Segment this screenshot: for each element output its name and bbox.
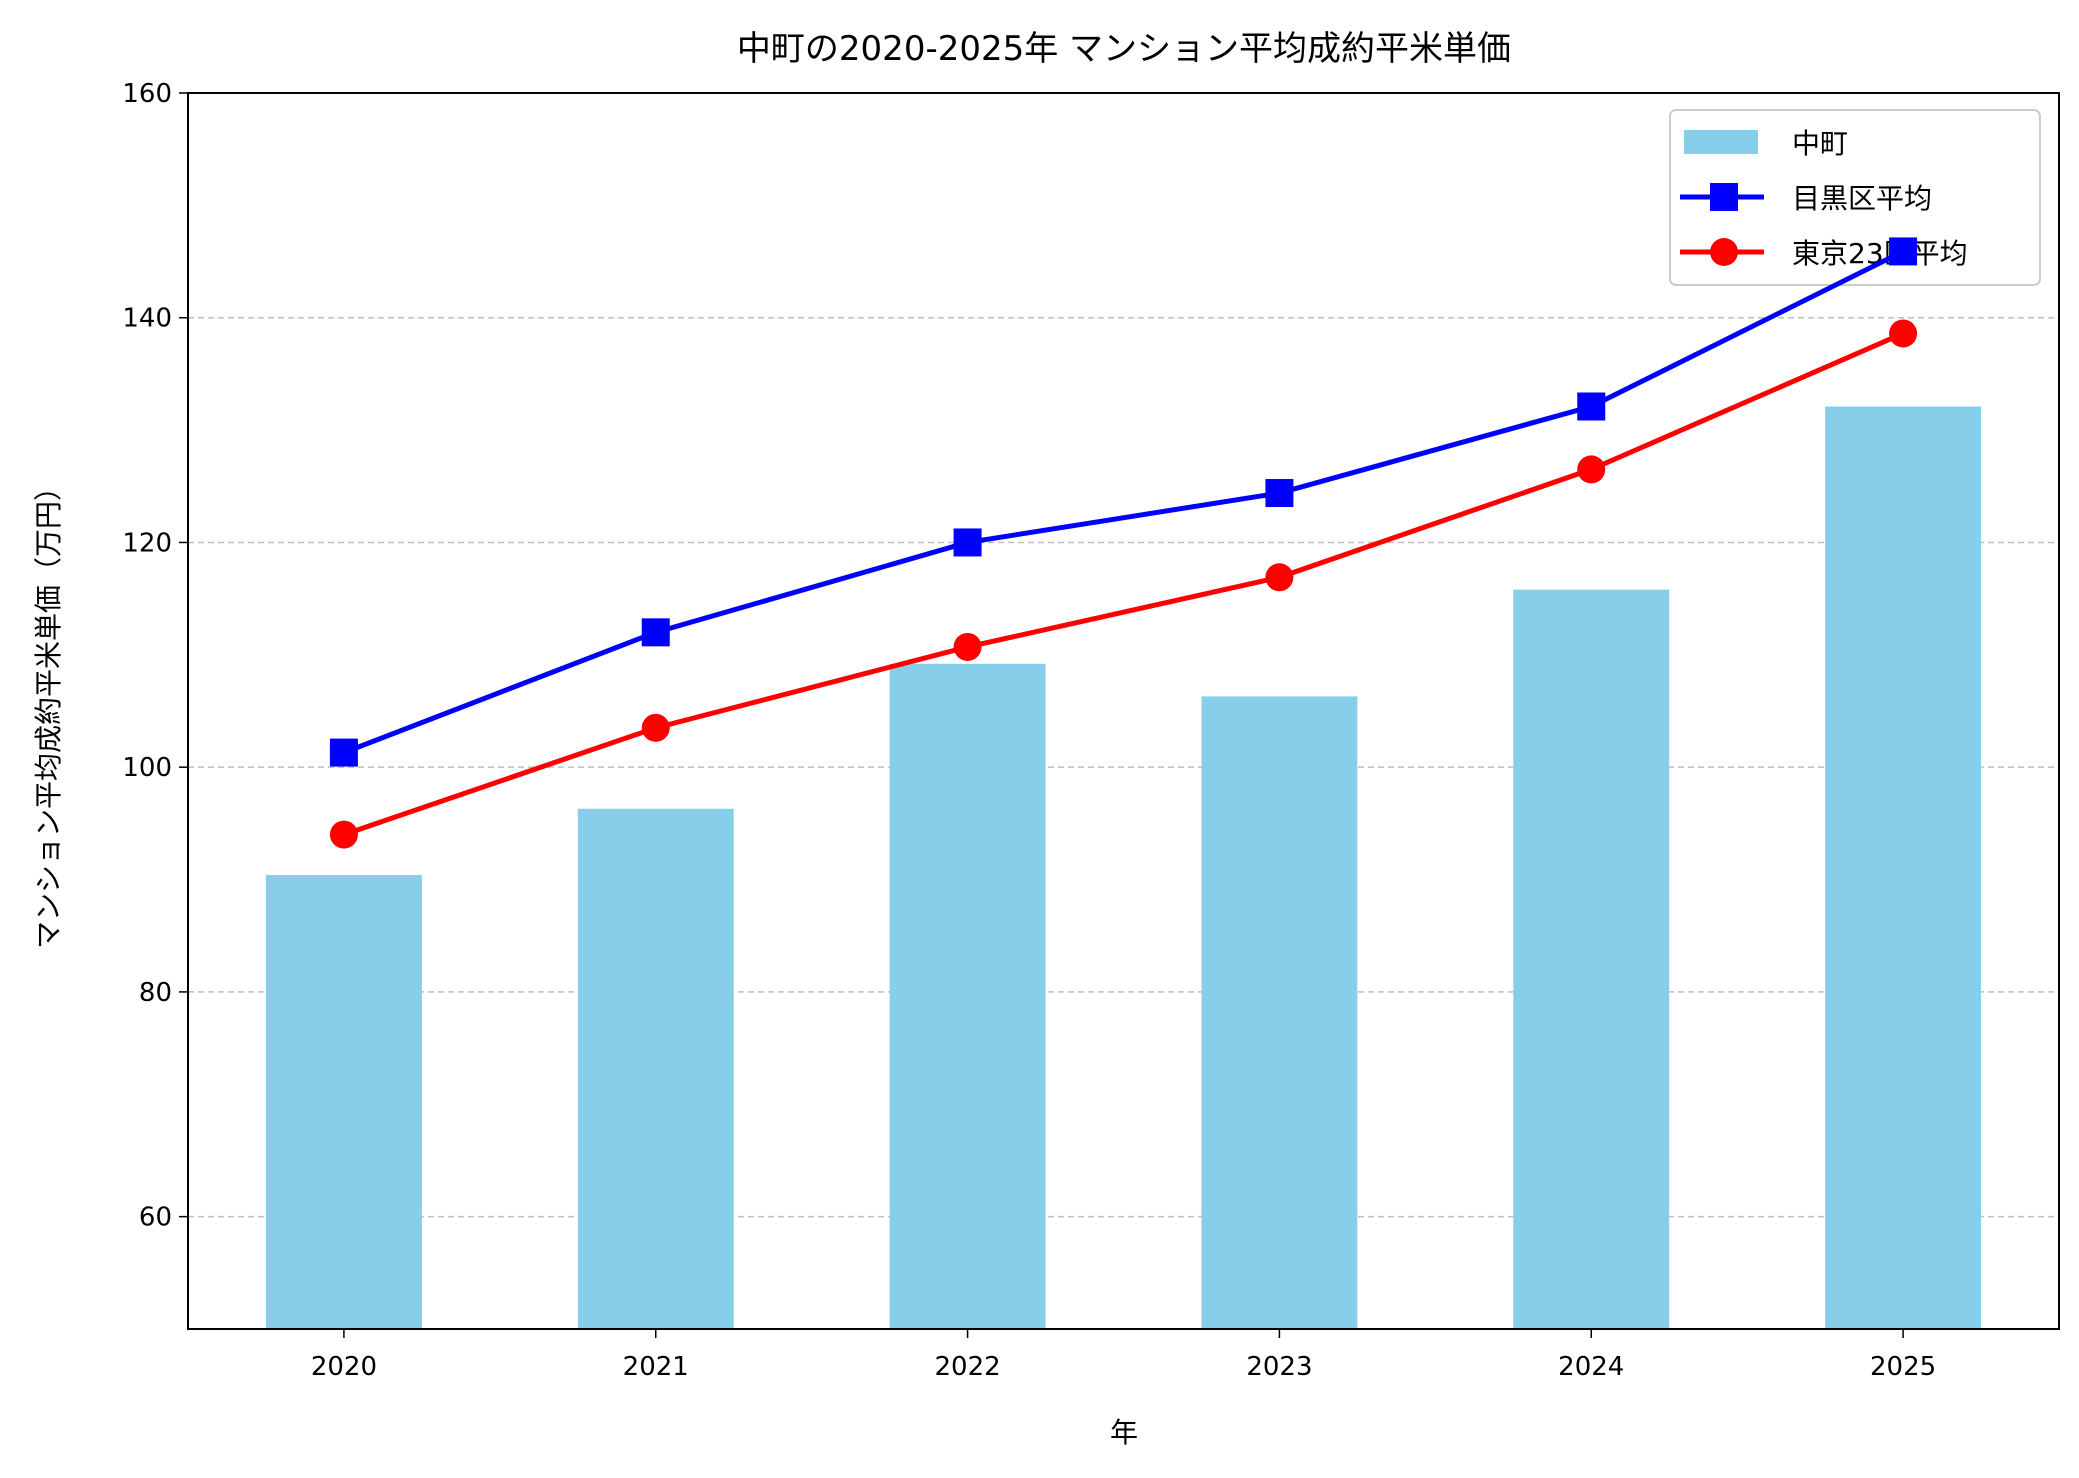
legend-swatch-bar bbox=[1684, 130, 1758, 154]
grid bbox=[188, 316, 2059, 1218]
chart-title: 中町の2020-2025年 マンション平均成約平米単価 bbox=[737, 29, 1511, 69]
point-circle bbox=[1265, 563, 1294, 592]
legend-box bbox=[1669, 109, 2041, 286]
x-tick-label: 2020 bbox=[311, 1352, 377, 1382]
point-circle bbox=[1577, 455, 1606, 484]
bars bbox=[265, 406, 1982, 1330]
point-square bbox=[1889, 237, 1918, 266]
y-tick-label: 140 bbox=[122, 304, 172, 334]
point-circle bbox=[641, 713, 670, 742]
x-tick-label: 2025 bbox=[1870, 1352, 1936, 1382]
y-tick-label: 60 bbox=[139, 1203, 172, 1233]
x-tick-label: 2021 bbox=[623, 1352, 689, 1382]
x-tick-label: 2023 bbox=[1246, 1352, 1312, 1382]
legend-label: 目黒区平均 bbox=[1792, 182, 1932, 215]
bar-2023 bbox=[1201, 696, 1358, 1329]
y-tick-label: 80 bbox=[139, 978, 172, 1008]
y-tick-label: 120 bbox=[122, 528, 172, 558]
bar-2021 bbox=[577, 808, 734, 1329]
y-tick-label: 160 bbox=[122, 79, 172, 109]
x-tick-label: 2022 bbox=[934, 1352, 1000, 1382]
point-square bbox=[1577, 392, 1606, 421]
series-line bbox=[343, 249, 1905, 755]
legend-marker-circle bbox=[1710, 238, 1738, 266]
series-line bbox=[343, 331, 1905, 837]
point-circle bbox=[329, 820, 358, 849]
x-tick-label: 2024 bbox=[1558, 1352, 1624, 1382]
legend-marker-square bbox=[1710, 183, 1738, 211]
axes: 60 80 100 120 140 160 2020 2021 2022 2023 2024 2025 bbox=[122, 79, 2060, 1382]
x-axis-label: 年 bbox=[1110, 1416, 1138, 1449]
bar-2025 bbox=[1825, 406, 1982, 1330]
bar-2020 bbox=[265, 875, 422, 1329]
bar-2022 bbox=[889, 663, 1046, 1329]
point-square bbox=[953, 528, 982, 557]
point-square bbox=[641, 618, 670, 647]
y-tick-label: 100 bbox=[122, 753, 172, 783]
point-circle bbox=[1889, 319, 1918, 348]
bar-2024 bbox=[1513, 589, 1670, 1329]
legend-label: 中町 bbox=[1792, 127, 1848, 160]
y-axis-label: マンション平均成約平米単価（万円） bbox=[32, 473, 65, 949]
point-circle bbox=[953, 632, 982, 661]
axes-frame bbox=[187, 92, 2060, 1330]
point-square bbox=[329, 738, 358, 767]
point-square bbox=[1265, 479, 1294, 508]
lines bbox=[329, 237, 1918, 849]
